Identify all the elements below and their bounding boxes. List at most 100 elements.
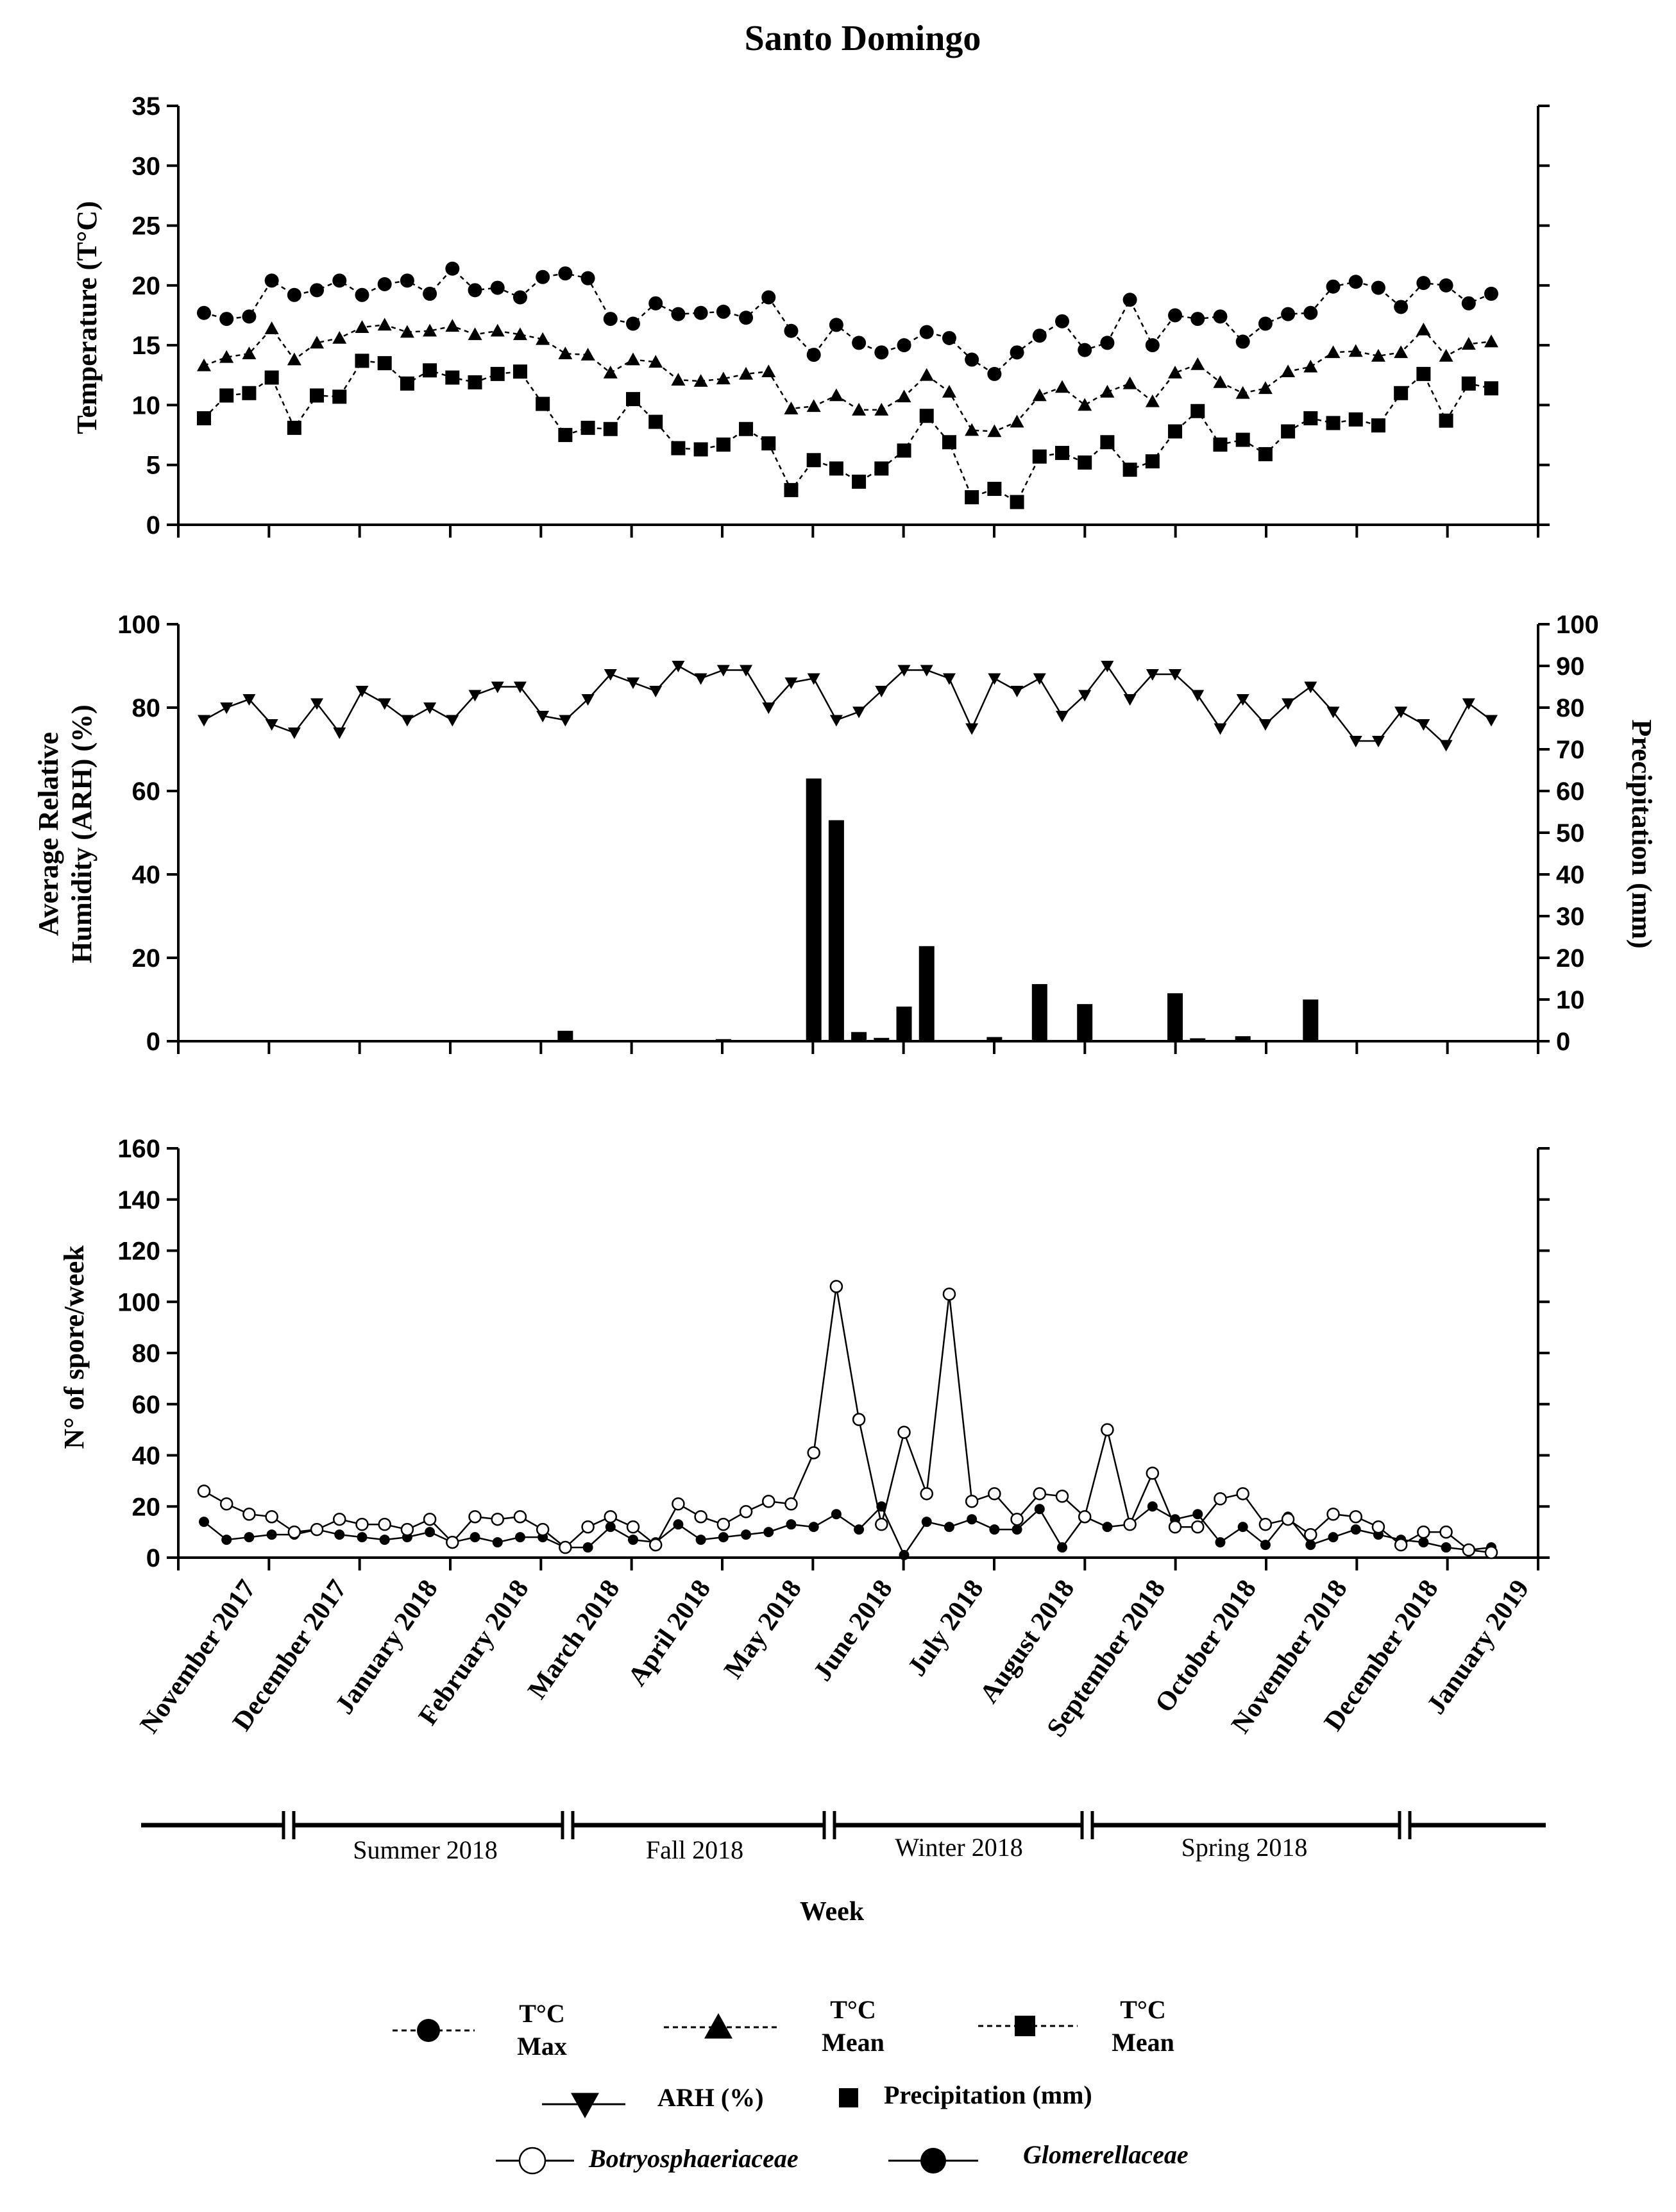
tmax-point [423,286,437,301]
botryosphaeriaceae-point [1123,1517,1137,1531]
arh-point [649,686,663,697]
arh-point [920,665,933,677]
temperature-y-tick-label: 35 [132,92,161,121]
season-label-summer: Summer 2018 [353,1835,498,1864]
tmean-triangle-point [739,366,754,380]
tmean-triangle-point [1439,348,1453,362]
glomerellaceae-point [334,1529,345,1540]
tmean-square-point [445,370,460,385]
botryosphaeriaceae-point [1146,1467,1160,1480]
legend-tmax-marker [417,2019,440,2042]
tmean-square-point [468,375,482,389]
arh-point [942,673,956,685]
botryosphaeriaceae-point [219,1497,233,1511]
tmax-point [1100,336,1115,350]
tmean-square-point [1371,418,1385,433]
precipitation-bar [557,1030,573,1041]
tmean-square-point [310,388,325,403]
tmax-point [1010,345,1024,360]
month-label: July 2018 [902,1574,990,1681]
tmean-triangle-point [1484,334,1498,348]
botryosphaeriaceae-point [1258,1517,1273,1531]
spore-y-tick-label: 40 [132,1442,161,1470]
arh-y-tick-label: 20 [132,944,161,973]
botryosphaeriaceae-point [1033,1487,1047,1501]
tmean-triangle-point [310,336,325,349]
arh-point [1101,661,1114,672]
arh-series-line [203,664,1492,747]
tmax-point [1394,300,1409,314]
legend-arh-marker [571,2093,599,2118]
precipitation-bar [1031,983,1047,1041]
tmax-point [626,316,640,331]
tmax-point [1235,334,1250,349]
legend-tmean-tri-line2: Mean [822,2028,885,2057]
tmean-triangle-point [942,384,956,398]
glomerellaceae-point [786,1519,797,1530]
legend-tmean-tri-marker [704,2013,732,2039]
tmax-point [1032,328,1047,343]
tmean-square-point [761,436,776,451]
tmax-point [445,261,460,276]
tmean-square-point [671,441,686,455]
arh-point [1394,706,1408,719]
tmean-square-point [1078,455,1092,470]
legend-arh-label: ARH (%) [657,2083,764,2112]
tmean-square-point [1235,432,1250,447]
glomerellaceae-point [1215,1537,1226,1548]
precipitation-bar [806,778,822,1041]
tmean-triangle-point [332,330,347,344]
precipitation-y-tick-label: 80 [1556,694,1585,722]
tmean-square-point [287,420,301,435]
tmean-triangle-point [1394,345,1409,359]
botryosphaeriaceae-point [852,1413,866,1426]
tmax-point [648,296,663,311]
precipitation-bar [715,1039,731,1041]
glomerellaceae-point [221,1535,232,1545]
precipitation-y-tick-label: 90 [1556,652,1585,681]
tmax-point [377,276,392,291]
tmean-triangle-point [919,368,934,381]
arh-y-tick-label: 60 [132,778,161,806]
tmax-point [264,273,279,288]
temperature-y-tick-label: 5 [146,452,160,480]
tmax-point [400,273,414,288]
arh-point [762,702,775,714]
botryosphaeriaceae-point [875,1517,888,1531]
tmean-square-point [1484,381,1498,396]
botryosphaeriaceae-point [1394,1538,1408,1552]
precipitation-y-tick-label: 60 [1556,778,1585,806]
botryosphaeriaceae-point [604,1510,618,1524]
precipitation-y-axis-label: Precipitation (mm) [1626,719,1657,948]
tmean-square-point [942,435,956,450]
arh-point [1439,740,1453,752]
legend-botryosphaeriaceae-marker [518,2147,546,2175]
tmax-point [1416,276,1431,291]
precipitation-bar [1235,1036,1251,1041]
tmax-point [1055,314,1069,328]
arh-point [1349,736,1362,747]
tmean-triangle-point [1122,376,1137,389]
glomerellaceae-point [1192,1509,1203,1520]
glomerellaceae-point [244,1532,255,1543]
month-label: March 2018 [522,1574,625,1705]
botryosphaeriaceae-point [716,1517,731,1531]
tmax-point [942,330,956,345]
botryosphaeriaceae-point [513,1510,527,1524]
arh-point [1056,711,1069,722]
botryosphaeriaceae-point [423,1512,437,1526]
tmax-point [1145,338,1160,353]
tmax-point [310,283,325,298]
arh-point [1371,736,1385,747]
spore-y-tick-label: 120 [117,1238,160,1266]
tmax-point [219,312,234,327]
season-label-winter: Winter 2018 [895,1833,1022,1862]
arh-point [897,665,911,677]
spore-y-tick-label: 160 [117,1135,160,1163]
tmean-square-point [355,353,369,368]
arh-y-tick-label: 80 [132,694,161,722]
tmax-point [603,312,618,327]
arh-point [1258,719,1272,731]
botryosphaeriaceae-point [1349,1510,1362,1524]
tmean-triangle-point [1055,380,1069,393]
